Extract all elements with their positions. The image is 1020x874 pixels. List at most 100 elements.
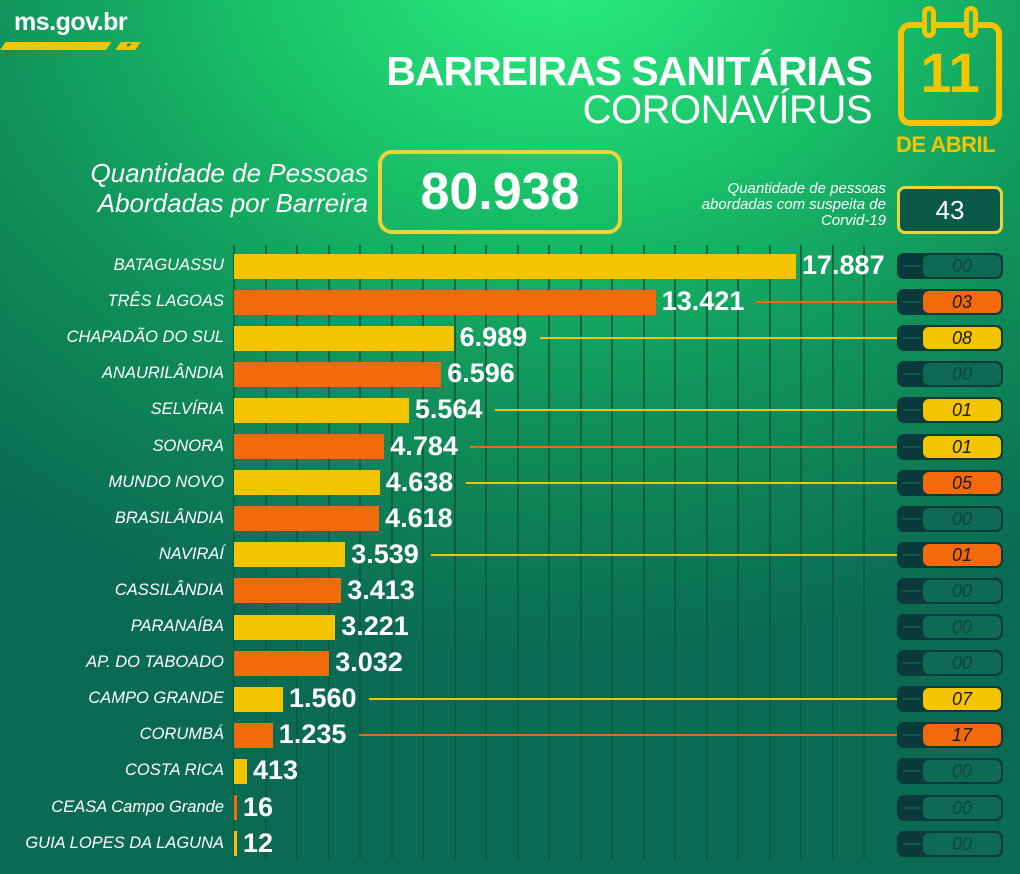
category-label: BATAGUASSU [113, 256, 224, 274]
calendar-day: 11 [920, 41, 980, 104]
grid-line [422, 245, 424, 860]
suspect-badge: 17 [897, 722, 1003, 749]
grid-line [768, 245, 771, 860]
category-label: AP. DO TABOADO [86, 653, 224, 672]
logo: ms.gov.br [14, 8, 128, 36]
category-label: BRASILÂNDIA [114, 508, 224, 527]
value-label: 12 [243, 827, 274, 858]
suspect-badge: 00 [897, 505, 1003, 532]
grid-line [863, 245, 865, 860]
suspect-count: 00 [923, 507, 1001, 530]
connector-line [470, 445, 920, 448]
bar [234, 542, 346, 568]
badge-stub [903, 662, 921, 665]
bar [234, 506, 380, 532]
badge-stub [903, 373, 921, 376]
category-label: MUNDO NOVO [108, 472, 225, 491]
badge-stub [903, 842, 921, 845]
connector-line [358, 734, 920, 737]
grid-line [831, 245, 834, 860]
suspect-badge: 05 [897, 469, 1003, 496]
calendar-month: DE ABRIL [896, 132, 996, 157]
connector-line [539, 337, 920, 340]
suspect-badge: 01 [897, 397, 1003, 424]
category-label: TRÊS LAGOAS [107, 292, 224, 311]
badge-stub [903, 517, 921, 520]
category-label: SONORA [152, 436, 224, 455]
suspect-badge: 00 [897, 614, 1003, 640]
grid-line [800, 245, 802, 860]
category-label: GUIA LOPES DA LAGUNA [25, 833, 224, 852]
suspect-count: 17 [923, 724, 1001, 747]
badge-stub [903, 734, 921, 737]
connector-line [755, 301, 920, 304]
category-label: CHAPADÃO DO SUL [66, 328, 224, 347]
grid-line [642, 245, 645, 860]
suspect-badge: 00 [897, 830, 1003, 857]
suspect-badge: 00 [897, 794, 1003, 821]
badge-stub [903, 553, 921, 556]
grid-line [516, 245, 519, 860]
bar [234, 831, 237, 857]
logo-stripe [0, 42, 112, 50]
badge-stub [903, 481, 921, 484]
connector-line [369, 698, 920, 701]
suspect-badge: 07 [897, 686, 1003, 713]
connector-line [494, 409, 920, 412]
bar [234, 650, 330, 676]
suspect-badge: 03 [897, 289, 1003, 316]
value-label: 16 [243, 791, 274, 822]
grid-line [485, 245, 487, 860]
suspect-count: 07 [923, 688, 1001, 711]
suspect-count: 08 [923, 327, 1001, 350]
bar [234, 325, 454, 351]
suspect-count: 00 [923, 832, 1001, 855]
value-label: 3.539 [351, 538, 419, 569]
bar [234, 758, 247, 784]
suspect-count: 05 [923, 471, 1001, 494]
value-label: 4.638 [385, 466, 454, 497]
value-label: 3.413 [347, 574, 415, 605]
badge-stub [903, 770, 921, 773]
suspect-badge: 01 [897, 433, 1003, 460]
suspect-badge: 00 [897, 253, 1003, 279]
bar [234, 614, 336, 640]
suspect-count: 00 [923, 652, 1001, 675]
value-label: 4.618 [385, 502, 453, 533]
badge-stub [903, 445, 921, 448]
page-subtitle: CORONAVÍRUS [582, 88, 873, 132]
suspect-count: 00 [923, 255, 1001, 277]
category-label: CAMPO GRANDE [88, 689, 224, 708]
suspect-label: Quantidade de pessoas abordadas com susp… [701, 180, 886, 229]
badge-stub [903, 589, 921, 592]
badge-stub [903, 337, 921, 340]
category-label: PARANAÍBA [130, 617, 224, 635]
grid-line [737, 245, 739, 860]
category-label: NAVIRAÍ [158, 544, 224, 563]
bar [234, 361, 442, 387]
value-label: 1.235 [278, 719, 347, 750]
calendar-icon: 11 [898, 6, 1002, 126]
suspect-count: 03 [923, 291, 1001, 314]
grid-line [359, 245, 361, 860]
badge-stub [903, 301, 921, 304]
bar [234, 686, 283, 712]
badge-stub [903, 626, 921, 628]
category-label: CORUMBÁ [139, 725, 224, 744]
suspect-count: 01 [923, 543, 1001, 566]
value-label: 6.989 [459, 322, 528, 353]
badge-stub [903, 409, 921, 412]
grid-line [548, 245, 550, 860]
category-label: CEASA Campo Grande [51, 797, 224, 816]
category-label: SELVÍRIA [150, 400, 224, 419]
suspect-badge: 00 [897, 577, 1003, 604]
value-label: 5.564 [414, 394, 483, 425]
grid-line [705, 245, 708, 860]
value-label: 13.421 [661, 286, 745, 317]
suspect-badge: 00 [897, 361, 1003, 388]
value-label: 4.784 [390, 430, 458, 461]
bar [234, 722, 273, 748]
suspect-badge: 00 [897, 758, 1003, 785]
badge-stub [903, 265, 921, 267]
bar [234, 434, 385, 459]
